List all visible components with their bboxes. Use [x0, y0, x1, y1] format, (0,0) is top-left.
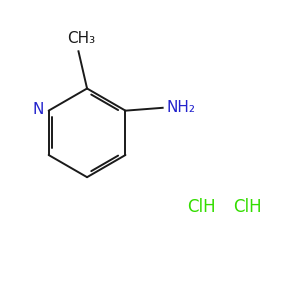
Text: ClH: ClH [233, 198, 262, 216]
Text: N: N [32, 102, 44, 117]
Text: CH₃: CH₃ [67, 31, 95, 46]
Text: ClH: ClH [187, 198, 216, 216]
Text: NH₂: NH₂ [167, 100, 196, 115]
